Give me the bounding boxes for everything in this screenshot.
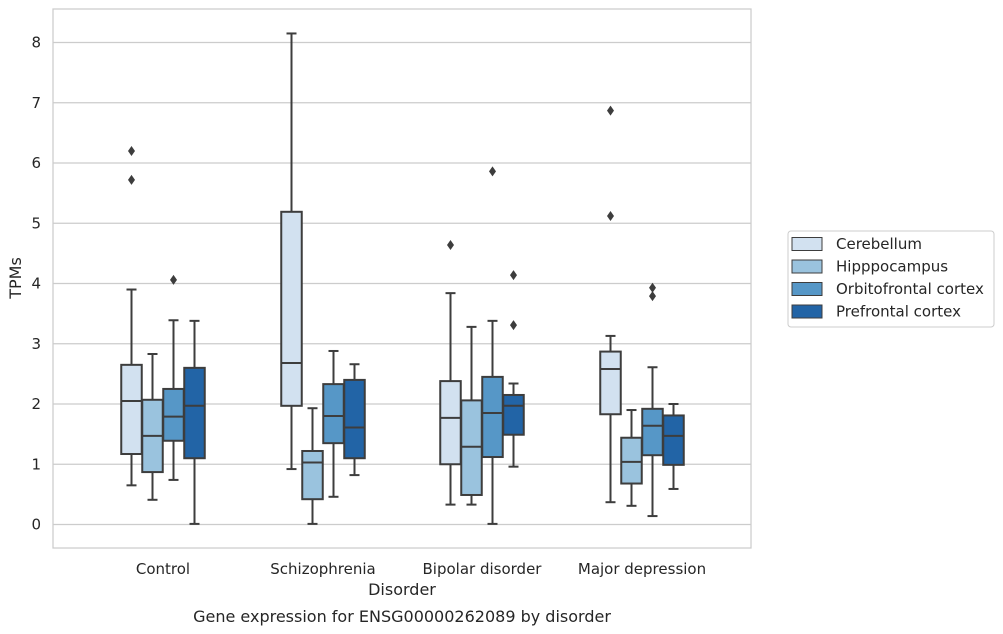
legend-swatch-0 [791,237,823,251]
legend-swatch-1 [791,259,823,274]
outlier-point-0 [510,320,517,331]
y-tick-label-6: 6 [31,154,41,172]
box-0-3 [599,105,622,504]
box-0-0 [120,145,143,487]
outlier-point-1 [510,270,517,281]
outlier-point-0 [649,291,656,302]
series-3 [183,270,685,525]
outlier-point-1 [649,282,656,293]
box-iqr [599,350,622,416]
box-iqr [183,366,206,460]
x-axis-label: Disorder [368,580,436,599]
box-2-1 [322,349,345,498]
x-tick-labels: Control Schizophrenia Bipolar disorder Majo… [136,560,706,578]
box-1-1 [301,407,324,525]
legend-swatch-3 [791,304,823,319]
x-tick-label-3: Major depression [578,560,706,578]
legend-label-1: Hipppocampus [836,258,948,276]
legend: Cerebellum Hipppocampus Orbitofrontal cort… [787,230,995,328]
chart-caption: Gene expression for ENSG00000262089 by d… [193,607,611,626]
box-iqr [662,414,685,466]
box-iqr [301,449,324,501]
box-3-2 [502,270,525,468]
y-tick-label-5: 5 [31,214,41,232]
x-tick-label-2: Bipolar disorder [423,560,543,578]
y-tick-label-7: 7 [31,94,41,112]
y-tick-label-2: 2 [31,395,41,413]
outlier-point-0 [447,239,454,250]
x-tick-label-1: Schizophrenia [270,560,375,578]
y-axis-label: TPMs [6,257,25,300]
box-3-0 [183,319,206,525]
x-tick-label-0: Control [136,560,190,578]
y-tick-label-3: 3 [31,335,41,353]
box-iqr [343,378,366,460]
legend-label-2: Orbitofrontal cortex [836,280,984,298]
box-iqr [620,436,643,485]
box-0-1 [280,32,303,471]
outlier-point-1 [607,105,614,116]
y-tick-label-8: 8 [31,34,41,52]
box-1-3 [620,409,643,507]
box-iqr [280,210,303,407]
box-iqr [641,407,664,457]
outlier-point-0 [128,174,135,185]
legend-swatch-2 [791,282,823,296]
series-1 [141,325,643,525]
box-1-2 [460,325,483,506]
legend-label-3: Prefrontal cortex [836,303,961,321]
outlier-point-0 [607,211,614,222]
box-iqr [162,387,185,442]
box-iqr [481,375,504,459]
box-iqr [439,380,462,466]
y-tick-labels: 0 1 2 3 4 5 6 7 8 [31,34,41,534]
outlier-point-0 [170,274,177,285]
box-3-1 [343,363,366,477]
outlier-point-0 [489,166,496,177]
box-iqr [120,363,143,456]
y-tick-label-0: 0 [31,516,41,534]
y-gridlines [53,41,751,526]
y-tick-label-1: 1 [31,455,41,473]
y-tick-label-4: 4 [31,275,41,293]
box-series [120,32,685,525]
legend-frame [787,230,995,328]
box-iqr [502,393,525,436]
outlier-point-1 [128,145,135,156]
box-3-3 [662,403,685,490]
legend-label-0: Cerebellum [836,235,922,253]
box-iqr [322,383,345,445]
